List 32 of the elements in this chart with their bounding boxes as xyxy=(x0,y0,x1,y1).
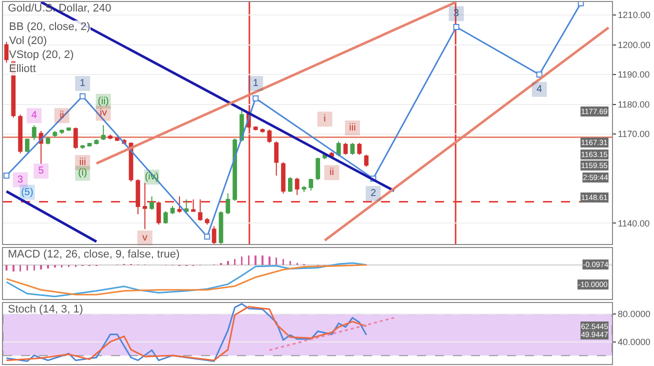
series-label: (ii) xyxy=(98,96,109,107)
series-label: (5) xyxy=(21,186,34,198)
series-label: 5 xyxy=(38,166,44,177)
y-tick-label: 1210.00 xyxy=(618,10,650,20)
y-tick-label: 1180.00 xyxy=(618,99,650,110)
series-label: v xyxy=(142,232,148,244)
series-label: 3 xyxy=(454,8,460,20)
y-tick-label: 1170.00 xyxy=(618,129,650,140)
annotation: Elliott xyxy=(9,63,36,75)
y-tick-label: 1190.00 xyxy=(618,70,650,80)
series-label: iv xyxy=(100,108,107,119)
series-label: iii xyxy=(349,122,356,134)
series-label: 1 xyxy=(80,78,86,89)
chart-title: MACD (12, 26, close, 9, false, true) xyxy=(8,248,180,261)
series-label: ii xyxy=(329,167,334,178)
y-tick-label: 40.0000 xyxy=(618,336,650,347)
annotation: Vol (20) xyxy=(9,35,47,47)
annotation: VStop (20, 2) xyxy=(9,49,74,61)
chart-title: Gold/U.S. Dollar, 240 xyxy=(8,2,112,15)
series-label: 4 xyxy=(31,110,38,122)
series-label: i xyxy=(324,114,326,125)
y-tick-label: 80.0000 xyxy=(618,309,650,320)
series-label: 3 xyxy=(18,174,24,186)
series-label: 4 xyxy=(536,84,543,95)
series-label: iii xyxy=(79,157,86,168)
series-label: (i) xyxy=(78,168,88,179)
series-label: 1 xyxy=(252,78,259,89)
annotation: BB (20, close, 2) xyxy=(9,21,90,33)
y-tick-label: 1140.00 xyxy=(618,218,650,228)
series-label: 2 xyxy=(370,188,376,199)
chart-title: Stoch (14, 3, 1) xyxy=(8,304,84,316)
y-tick-label: 1200.00 xyxy=(618,40,650,50)
